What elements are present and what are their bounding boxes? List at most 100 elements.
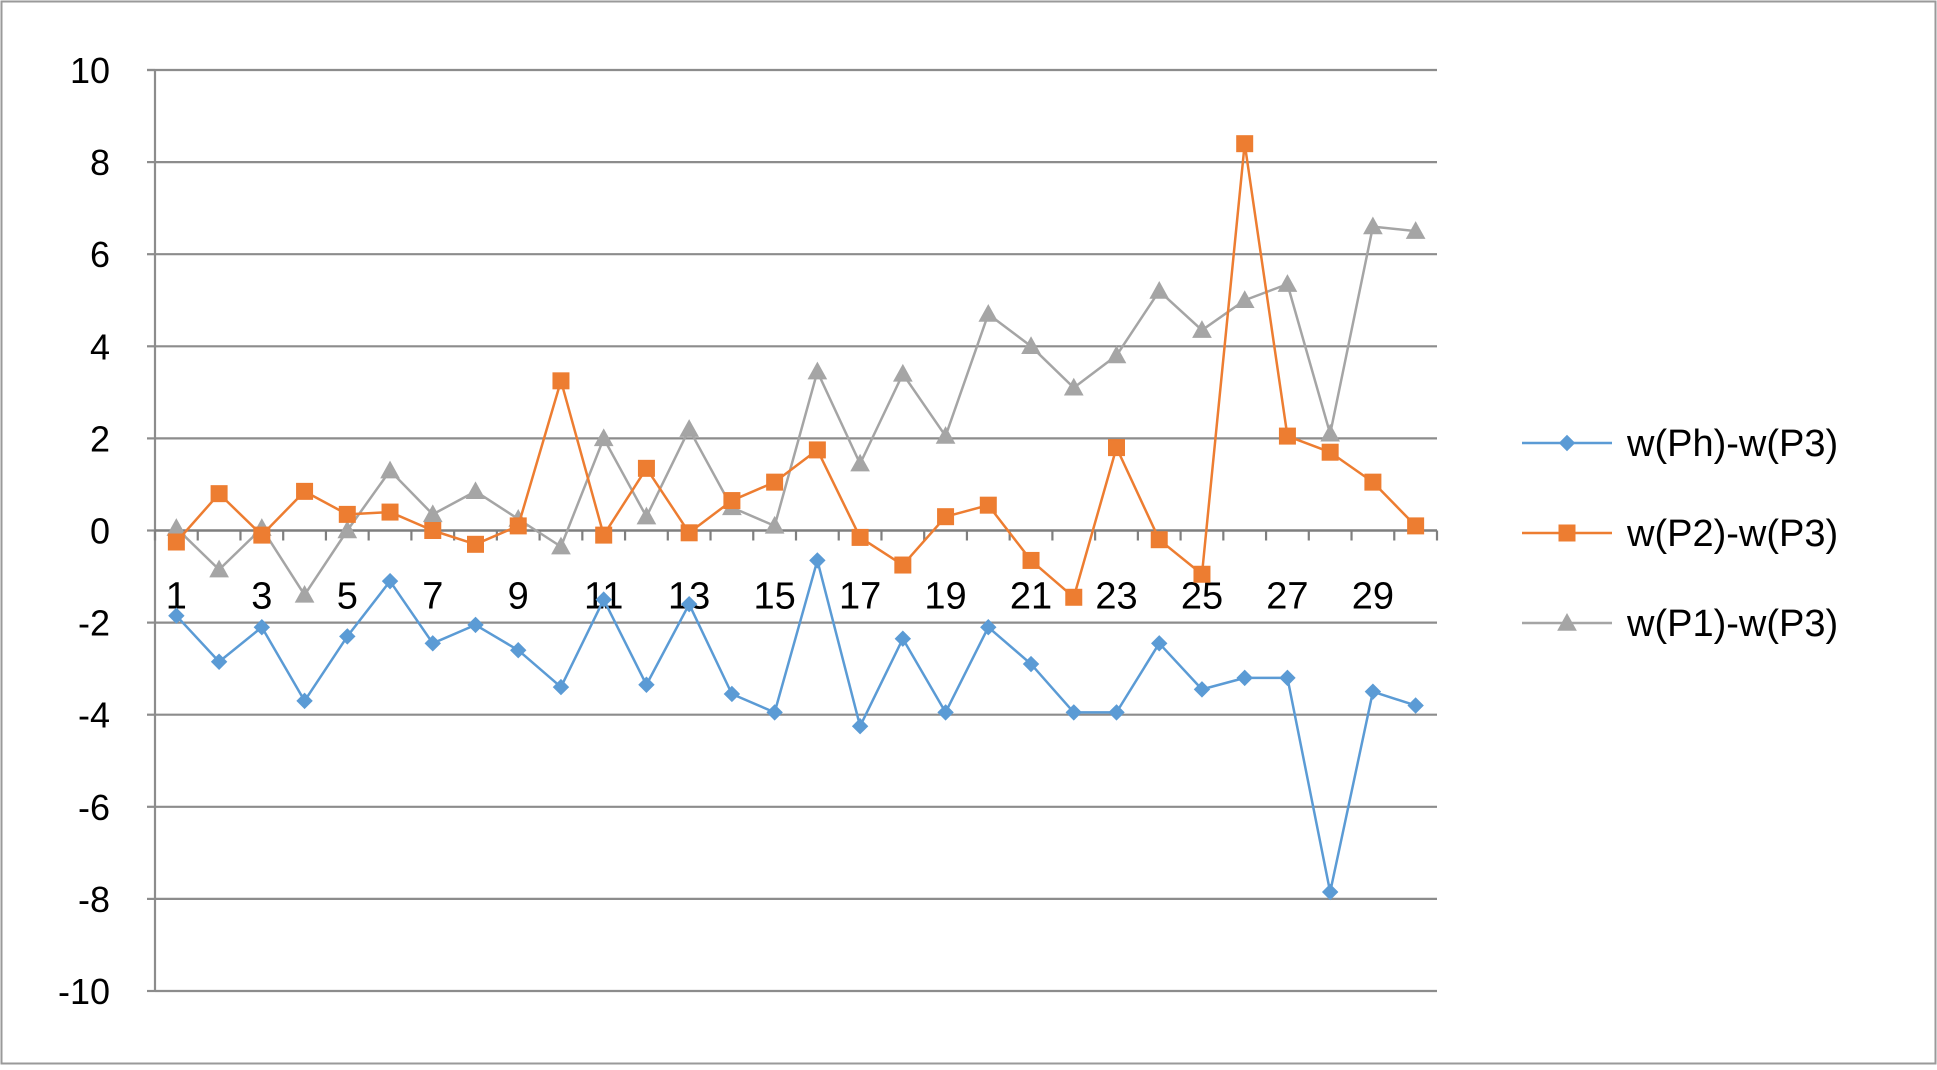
data-point <box>636 506 657 525</box>
series-line <box>175 225 1416 597</box>
y-tick-label: 8 <box>90 142 110 183</box>
legend-marker <box>1558 524 1576 542</box>
data-point <box>979 496 997 514</box>
data-point <box>253 618 271 636</box>
legend-item: w(P1)-w(P3) <box>1522 603 1838 645</box>
data-point <box>296 692 313 710</box>
x-tick-label: 5 <box>337 576 358 618</box>
legend-label: w(P1)-w(P3) <box>1626 603 1838 645</box>
data-point <box>210 485 228 503</box>
legend-item: w(Ph)-w(P3) <box>1522 423 1838 465</box>
data-point <box>1364 473 1382 491</box>
data-point <box>210 653 228 670</box>
x-tick-label: 15 <box>753 576 795 618</box>
data-point <box>552 678 570 696</box>
data-point <box>595 526 613 544</box>
data-point <box>467 535 484 553</box>
data-point <box>1405 221 1426 239</box>
data-point <box>422 504 443 523</box>
x-tick-label: 3 <box>251 576 272 618</box>
y-tick-label: -8 <box>78 879 110 920</box>
data-point <box>1065 588 1083 606</box>
data-point <box>1320 423 1341 442</box>
x-tick-label: 29 <box>1352 576 1394 618</box>
data-point <box>1277 274 1298 292</box>
data-point <box>1065 704 1082 721</box>
data-point <box>1363 216 1383 235</box>
legend-marker <box>1558 434 1576 452</box>
y-axis-tick-labels: 10 8 6 4 2 0 -2 -4 -6 -8 -10 <box>58 50 110 1012</box>
legend-marker <box>1557 612 1577 631</box>
data-point <box>424 635 441 652</box>
x-tick-label: 1 <box>166 576 187 618</box>
series-2 <box>167 135 1425 606</box>
data-point <box>680 524 698 542</box>
data-point <box>1364 683 1382 700</box>
data-point <box>1321 883 1339 901</box>
data-point <box>1106 345 1127 364</box>
data-point <box>467 616 484 634</box>
x-tick-label: 9 <box>508 576 529 618</box>
data-point <box>679 419 700 437</box>
data-point <box>766 704 783 721</box>
data-point <box>1021 336 1041 354</box>
data-point <box>851 528 869 546</box>
data-point <box>937 704 954 721</box>
data-point <box>339 628 356 645</box>
data-point <box>851 718 869 735</box>
data-point <box>937 508 955 526</box>
data-point <box>978 304 999 322</box>
data-point <box>723 685 741 703</box>
y-tick-label: 6 <box>90 234 110 275</box>
data-point <box>808 441 826 459</box>
x-tick-label: 27 <box>1266 576 1308 618</box>
y-tick-label: 2 <box>90 418 110 459</box>
x-tick-label: 21 <box>1010 576 1052 618</box>
data-point <box>1151 635 1168 652</box>
data-point <box>892 363 913 382</box>
data-point <box>337 520 358 539</box>
data-point <box>680 595 698 613</box>
data-point <box>638 676 655 693</box>
data-point <box>807 361 828 380</box>
data-point <box>637 459 655 477</box>
data-point <box>766 473 784 491</box>
data-point <box>723 492 741 510</box>
data-point <box>424 522 442 539</box>
data-point <box>510 642 527 659</box>
data-point <box>296 482 314 500</box>
y-tick-label: -10 <box>58 971 110 1012</box>
data-point <box>764 515 785 534</box>
data-point <box>1193 565 1211 583</box>
y-tick-label: 4 <box>90 326 110 367</box>
data-point <box>894 630 912 647</box>
series-1 <box>168 552 1424 901</box>
x-axis-tick-labels: 1357911131517192123252729 <box>166 576 1394 618</box>
y-tick-label: -2 <box>78 603 110 644</box>
data-point <box>1063 377 1084 396</box>
data-point <box>1192 320 1212 338</box>
data-point <box>168 607 185 624</box>
x-tick-label: 7 <box>422 576 443 618</box>
data-point <box>850 453 870 472</box>
data-point <box>809 552 826 569</box>
data-point <box>380 460 400 479</box>
data-point <box>595 591 612 608</box>
y-tick-label: -6 <box>78 787 110 828</box>
data-point <box>1236 669 1253 687</box>
series-layer <box>166 135 1426 901</box>
data-point <box>1234 290 1255 308</box>
legend-label: w(Ph)-w(P3) <box>1626 423 1838 465</box>
data-point <box>1150 531 1168 549</box>
x-tick-label: 17 <box>839 576 881 618</box>
data-point <box>1108 704 1125 721</box>
data-point <box>167 533 185 551</box>
data-point <box>381 503 399 521</box>
data-point <box>552 372 570 390</box>
data-point <box>1407 697 1424 714</box>
data-point <box>1022 655 1040 673</box>
x-tick-label: 19 <box>924 576 966 618</box>
data-point <box>1407 517 1425 535</box>
